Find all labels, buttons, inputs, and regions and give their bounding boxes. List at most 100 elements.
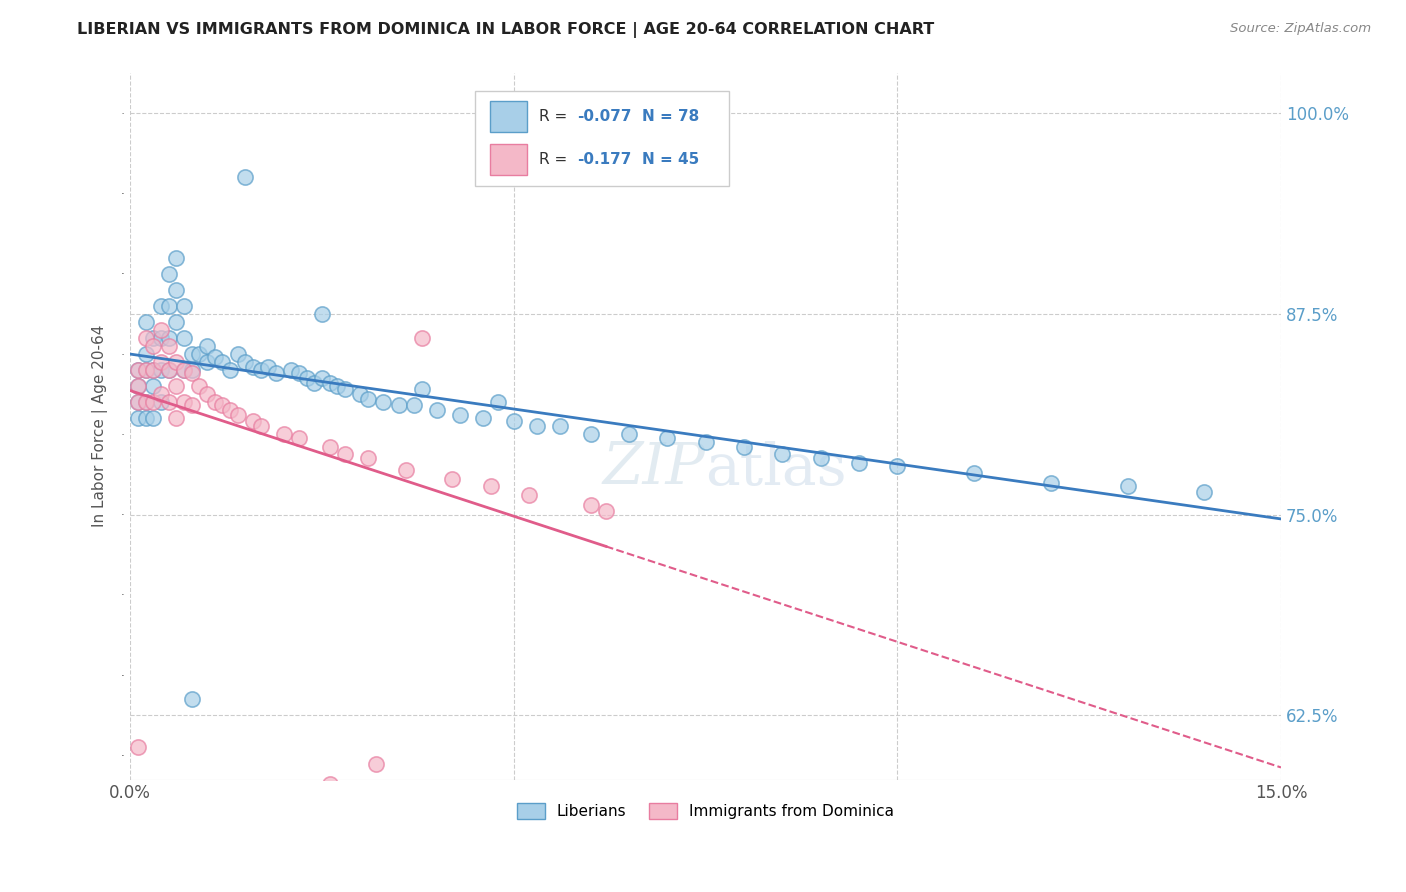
Point xyxy=(595,504,617,518)
Point xyxy=(135,395,157,409)
Point xyxy=(142,395,165,409)
Point xyxy=(165,283,187,297)
Point xyxy=(449,408,471,422)
Point xyxy=(695,435,717,450)
Point xyxy=(1194,485,1216,500)
Point xyxy=(149,331,172,345)
Point xyxy=(226,347,249,361)
Text: R =: R = xyxy=(538,110,572,124)
Point xyxy=(135,363,157,377)
FancyBboxPatch shape xyxy=(491,102,527,132)
Point xyxy=(127,740,149,755)
Point xyxy=(157,363,180,377)
Point xyxy=(157,339,180,353)
Point xyxy=(548,419,571,434)
Point xyxy=(142,363,165,377)
Point xyxy=(135,395,157,409)
Point xyxy=(142,379,165,393)
Point xyxy=(318,440,340,454)
FancyBboxPatch shape xyxy=(475,91,728,186)
Point xyxy=(311,307,333,321)
Point xyxy=(886,459,908,474)
Point xyxy=(180,692,202,706)
Point xyxy=(135,411,157,425)
Point xyxy=(173,299,195,313)
Text: LIBERIAN VS IMMIGRANTS FROM DOMINICA IN LABOR FORCE | AGE 20-64 CORRELATION CHAR: LIBERIAN VS IMMIGRANTS FROM DOMINICA IN … xyxy=(77,22,935,38)
Point xyxy=(304,376,326,390)
Point xyxy=(157,331,180,345)
Point xyxy=(249,419,271,434)
Point xyxy=(157,267,180,281)
Point xyxy=(280,363,302,377)
Point xyxy=(657,431,679,445)
Point xyxy=(963,466,986,480)
Point xyxy=(195,355,218,369)
Point xyxy=(288,431,311,445)
Point xyxy=(295,371,318,385)
Point xyxy=(157,299,180,313)
Text: ZIP: ZIP xyxy=(603,441,706,497)
Point xyxy=(127,363,149,377)
Text: N = 78: N = 78 xyxy=(643,110,700,124)
Point xyxy=(188,379,211,393)
Point xyxy=(326,379,349,393)
Point xyxy=(173,363,195,377)
Point xyxy=(233,355,256,369)
Point xyxy=(526,419,548,434)
Point xyxy=(349,387,371,401)
Point xyxy=(135,315,157,329)
Point xyxy=(173,331,195,345)
Point xyxy=(357,451,380,466)
Point xyxy=(195,387,218,401)
Point xyxy=(426,403,449,417)
Point xyxy=(149,395,172,409)
Point xyxy=(173,395,195,409)
Point xyxy=(135,331,157,345)
Text: -0.177: -0.177 xyxy=(576,153,631,168)
Point xyxy=(249,363,271,377)
Point xyxy=(180,366,202,380)
Point xyxy=(579,427,602,442)
Point xyxy=(204,350,226,364)
FancyBboxPatch shape xyxy=(491,145,527,176)
Point xyxy=(135,363,157,377)
Point xyxy=(219,403,242,417)
Point xyxy=(517,488,540,502)
Point xyxy=(810,451,832,466)
Point xyxy=(195,339,218,353)
Point xyxy=(157,395,180,409)
Point xyxy=(617,427,640,442)
Point xyxy=(311,371,333,385)
Text: R =: R = xyxy=(538,153,572,168)
Legend: Liberians, Immigrants from Dominica: Liberians, Immigrants from Dominica xyxy=(510,797,900,825)
Text: atlas: atlas xyxy=(706,441,848,497)
Point xyxy=(142,331,165,345)
Point xyxy=(333,447,356,461)
Point xyxy=(273,427,295,442)
Point xyxy=(219,363,242,377)
Point xyxy=(264,366,287,380)
Point xyxy=(180,363,202,377)
Point xyxy=(364,756,387,771)
Point xyxy=(188,347,211,361)
Text: -0.077: -0.077 xyxy=(576,110,631,124)
Point xyxy=(242,415,264,429)
Point xyxy=(211,355,233,369)
Point xyxy=(373,395,395,409)
Point xyxy=(127,379,149,393)
Point xyxy=(388,399,411,413)
Point xyxy=(402,399,425,413)
Point xyxy=(127,395,149,409)
Point xyxy=(142,363,165,377)
Point xyxy=(411,382,433,396)
Point xyxy=(770,447,793,461)
Point xyxy=(165,315,187,329)
Point xyxy=(233,170,256,185)
Point xyxy=(211,399,233,413)
Point xyxy=(165,379,187,393)
Point xyxy=(149,299,172,313)
Point xyxy=(318,777,340,791)
Point xyxy=(733,440,755,454)
Point xyxy=(472,411,495,425)
Y-axis label: In Labor Force | Age 20-64: In Labor Force | Age 20-64 xyxy=(93,325,108,527)
